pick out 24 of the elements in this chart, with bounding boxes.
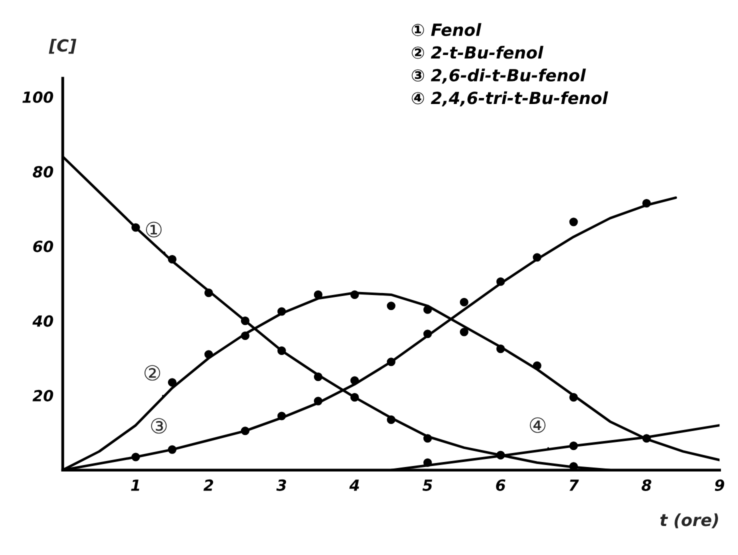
x-tick-label: 2 xyxy=(203,479,214,491)
annotation: ④ xyxy=(530,417,546,433)
y-tick-label: 40 xyxy=(32,315,54,327)
y-axis-title: [C] xyxy=(48,38,76,54)
annotation: ③ xyxy=(151,418,167,434)
annotation: ④ 2,4,6-tri-t-Bu-fenol xyxy=(412,91,608,106)
x-tick-label: 4 xyxy=(349,480,360,491)
y-tick-label: 80 xyxy=(32,166,54,178)
x-tick-label: 3 xyxy=(276,479,286,491)
x-axis-title: t (ore) xyxy=(660,513,718,528)
y-tick-label: 60 xyxy=(33,240,54,252)
annotation: ① xyxy=(146,222,162,238)
x-tick-label: 1 xyxy=(131,480,140,491)
y-tick-label: 20 xyxy=(32,390,54,402)
x-tick-label: 8 xyxy=(642,479,652,491)
x-tick-label: 6 xyxy=(496,479,506,491)
x-tick-label: 9 xyxy=(714,479,724,491)
y-tick-label: 100 xyxy=(22,91,54,103)
annotation: ② xyxy=(144,365,160,381)
text: ② 2-t-Bu-fenol xyxy=(412,46,544,59)
x-tick-label: 7 xyxy=(569,480,579,491)
annotation: ③ 2,6-di-t-Bu-fenol xyxy=(412,68,586,84)
text: ① Fenol xyxy=(412,23,482,36)
x-tick-label: 5 xyxy=(422,480,432,491)
